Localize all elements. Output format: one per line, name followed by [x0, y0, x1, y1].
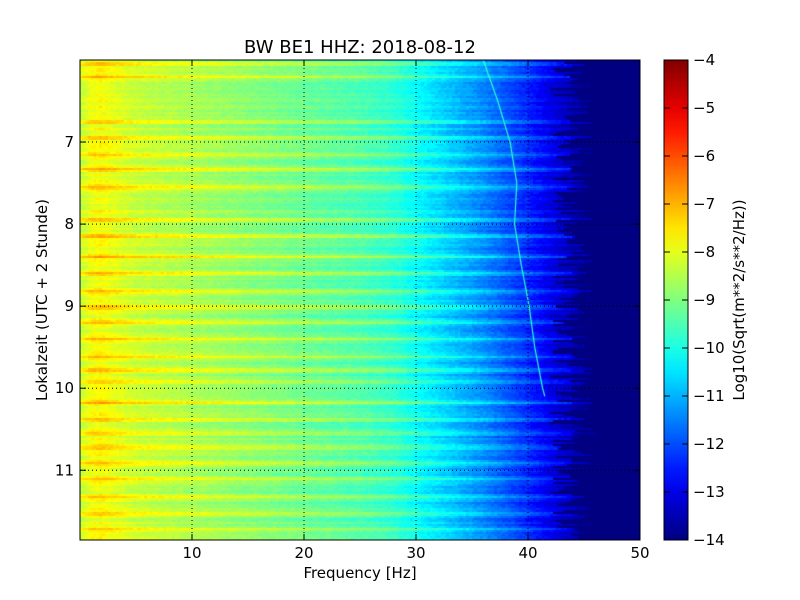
x-tick-label: 30: [406, 544, 425, 562]
colorbar-tick-label: −11: [693, 387, 725, 405]
y-tick-label: 8: [64, 215, 74, 233]
colorbar-ticks: −4 −5 −6 −7 −8 −9 −10 −11 −12 −13 −14: [664, 51, 725, 549]
colorbar-tick-label: −6: [693, 147, 715, 165]
y-tick-label: 9: [64, 297, 74, 315]
y-tick-label: 7: [64, 133, 74, 151]
colorbar-tick-label: −4: [693, 51, 715, 69]
y-axis-label: Lokalzeit (UTC + 2 Stunde): [33, 199, 51, 401]
spectrogram-image: [80, 60, 640, 540]
x-tick-label: 50: [630, 544, 649, 562]
colorbar-tick-label: −14: [693, 531, 725, 549]
x-axis-label: Frequency [Hz]: [303, 564, 416, 582]
y-axis-ticks: 7 8 9 10 11: [55, 133, 640, 479]
colorbar-tick-label: −7: [693, 195, 715, 213]
chart-title: BW BE1 HHZ: 2018-08-12: [244, 37, 476, 58]
colorbar-tick-label: −13: [693, 483, 725, 501]
colorbar-tick-label: −10: [693, 339, 725, 357]
colorbar-tick-label: −12: [693, 435, 725, 453]
colorbar-tick-label: −5: [693, 99, 715, 117]
y-tick-label: 11: [55, 461, 74, 479]
heatmap-image: [80, 60, 640, 540]
colorbar-tick-label: −9: [693, 291, 715, 309]
x-axis-ticks: 10 20 30 40 50: [182, 60, 650, 562]
colorbar-tick-label: −8: [693, 243, 715, 261]
plot-frame: [79, 59, 641, 541]
grid-lines: [80, 60, 640, 540]
x-tick-label: 20: [294, 544, 313, 562]
colorbar-label: Log10(Sqrt(m**2/s**2/Hz)): [730, 199, 748, 400]
x-tick-label: 10: [182, 544, 201, 562]
y-tick-label: 10: [55, 379, 74, 397]
x-tick-label: 40: [518, 544, 537, 562]
